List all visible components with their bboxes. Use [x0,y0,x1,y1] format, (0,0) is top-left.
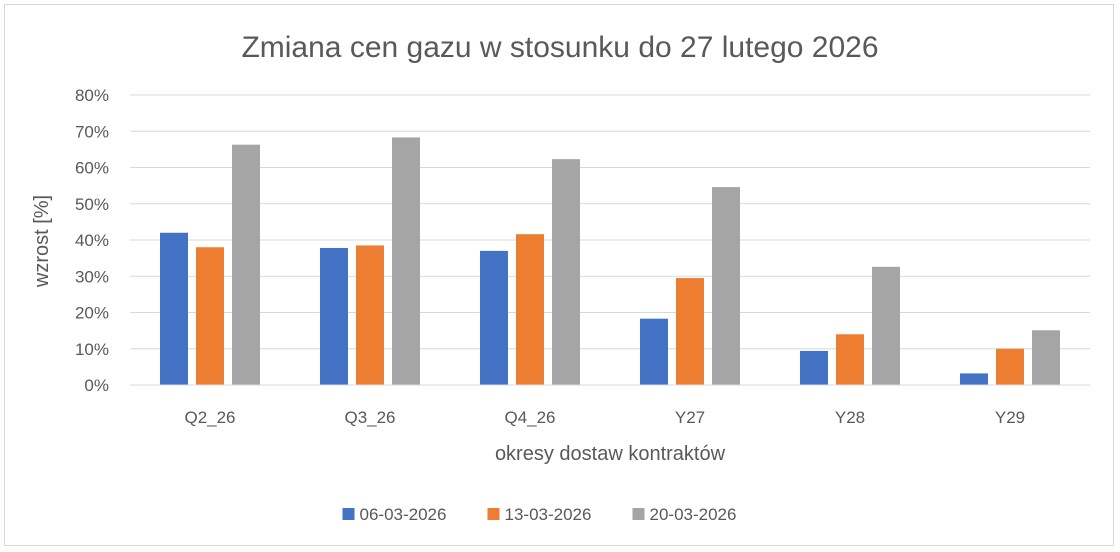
y-tick-label: 70% [75,122,109,141]
y-tick-label: 50% [75,195,109,214]
bar-13-03-2026-Y28 [836,334,864,385]
bar-06-03-2026-Q2_26 [160,232,188,385]
bar-20-03-2026-Q2_26 [232,144,260,385]
legend-swatch [487,508,500,520]
y-axis-ticks: 0% 10% 20% 30% 40% 50% 60% 70% 80% [75,86,109,395]
bar-13-03-2026-Y27 [676,278,704,385]
gridlines [130,94,1090,350]
x-tick-label: Y27 [675,408,705,427]
legend-swatch [342,508,355,520]
bar-06-03-2026-Q3_26 [320,247,348,385]
y-tick-label: 80% [75,86,109,105]
bar-06-03-2026-Q4_26 [480,250,508,385]
legend: 06-03-2026 13-03-2026 20-03-2026 [342,505,737,524]
y-tick-label: 60% [75,159,109,178]
bar-13-03-2026-Q2_26 [196,247,224,385]
y-tick-label: 10% [75,340,109,359]
bar-20-03-2026-Y29 [1032,330,1060,385]
legend-label: 20-03-2026 [650,505,737,524]
x-axis-title: okresy dostaw kontraktów [495,443,726,465]
legend-swatch [632,508,645,520]
bar-06-03-2026-Y29 [960,373,988,385]
bar-20-03-2026-Y27 [712,187,740,385]
chart-area: Zmiana cen gazu w stosunku do 27 lutego … [4,4,1114,546]
x-axis-ticks: Q2_26 Q3_26 Q4_26 Y27 Y28 Y29 [184,408,1025,427]
x-tick-label: Y29 [995,408,1025,427]
bar-06-03-2026-Y28 [800,350,828,385]
x-tick-label: Q2_26 [184,408,235,427]
y-tick-label: 40% [75,231,109,250]
bar-20-03-2026-Q3_26 [392,137,420,385]
legend-label: 06-03-2026 [360,505,447,524]
x-tick-label: Y28 [835,408,865,427]
legend-label: 13-03-2026 [505,505,592,524]
x-tick-label: Q4_26 [504,408,555,427]
bar-20-03-2026-Y28 [872,266,900,385]
bar-chart: Zmiana cen gazu w stosunku do 27 lutego … [31,31,1090,524]
y-tick-label: 0% [84,376,109,395]
x-tick-label: Q3_26 [344,408,395,427]
y-axis-title: wzrost [%] [31,195,53,288]
bar-13-03-2026-Y29 [996,348,1024,385]
bar-06-03-2026-Y27 [640,318,668,385]
y-tick-label: 20% [75,304,109,323]
bar-13-03-2026-Q4_26 [516,234,544,385]
bar-13-03-2026-Q3_26 [356,245,384,385]
bar-20-03-2026-Q4_26 [552,159,580,385]
chart-title: Zmiana cen gazu w stosunku do 27 lutego … [241,31,878,64]
bars [160,137,1060,385]
y-tick-label: 30% [75,267,109,286]
